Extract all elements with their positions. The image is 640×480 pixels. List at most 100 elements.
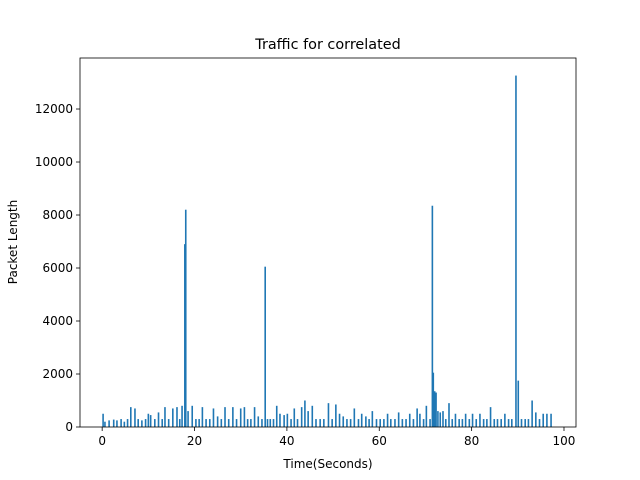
bar xyxy=(331,419,333,427)
bar xyxy=(235,419,238,427)
bar xyxy=(416,408,418,427)
bar xyxy=(130,407,132,427)
bar xyxy=(338,413,341,427)
bar xyxy=(264,266,266,427)
bar xyxy=(239,408,242,427)
bar xyxy=(293,408,296,427)
bar xyxy=(401,419,404,427)
bar xyxy=(286,413,289,427)
bar xyxy=(422,419,425,427)
bar xyxy=(216,416,219,427)
bar xyxy=(451,419,454,427)
bar xyxy=(208,419,211,427)
y-tick-label: 4000 xyxy=(42,314,73,328)
bar xyxy=(272,419,275,427)
bar xyxy=(489,407,492,427)
bar xyxy=(123,421,126,427)
bar xyxy=(538,419,541,427)
bar xyxy=(126,419,129,427)
bar xyxy=(479,413,481,427)
bar xyxy=(349,419,352,427)
bar xyxy=(232,407,234,427)
bar xyxy=(386,413,389,427)
bar xyxy=(444,419,447,427)
bar xyxy=(141,420,143,427)
x-tick-label: 60 xyxy=(372,434,387,448)
bar xyxy=(368,419,370,427)
bar xyxy=(307,411,309,427)
y-tick-label: 6000 xyxy=(42,261,73,275)
bar xyxy=(542,413,545,427)
bar xyxy=(365,416,367,427)
bar xyxy=(383,419,385,427)
bar xyxy=(535,412,537,427)
bar xyxy=(360,413,363,427)
bar xyxy=(435,392,437,427)
y-tick-label: 2000 xyxy=(42,367,73,381)
bar xyxy=(112,419,115,427)
bar xyxy=(205,419,207,427)
bar xyxy=(524,419,526,427)
bar xyxy=(246,419,249,427)
bar xyxy=(220,419,223,427)
bar xyxy=(448,403,450,427)
bar xyxy=(261,419,263,427)
bar xyxy=(212,408,215,427)
bar xyxy=(108,420,110,427)
bar xyxy=(408,413,411,427)
bar xyxy=(300,407,303,427)
bar xyxy=(323,419,325,427)
bar xyxy=(227,419,230,427)
bar xyxy=(486,419,488,427)
y-tick-label: 8000 xyxy=(42,208,73,222)
bar xyxy=(429,419,431,427)
bar xyxy=(371,411,374,427)
bar xyxy=(315,419,317,427)
bar xyxy=(517,380,520,427)
bar xyxy=(167,419,170,427)
bar xyxy=(144,419,147,427)
bar xyxy=(550,413,552,427)
bar xyxy=(531,400,533,427)
bar xyxy=(527,419,530,427)
bar xyxy=(195,419,197,427)
bar xyxy=(342,416,345,427)
chart-title: Traffic for correlated xyxy=(254,37,400,53)
bar xyxy=(134,408,136,427)
bar xyxy=(161,419,164,427)
bar xyxy=(412,419,415,427)
bar xyxy=(224,407,226,427)
bar xyxy=(311,405,314,427)
bar xyxy=(149,415,152,427)
bar xyxy=(507,419,510,427)
bar xyxy=(275,405,278,427)
bar xyxy=(296,419,299,427)
bar xyxy=(327,403,330,427)
x-tick-label: 0 xyxy=(98,434,106,448)
bar xyxy=(154,419,156,427)
bar xyxy=(304,400,306,427)
x-tick-label: 100 xyxy=(553,434,576,448)
bar xyxy=(178,419,181,427)
bar xyxy=(157,412,160,427)
bar xyxy=(464,413,467,427)
y-tick-label: 12000 xyxy=(35,102,73,116)
bar xyxy=(461,419,464,427)
bar xyxy=(442,411,444,427)
bar xyxy=(104,421,106,427)
bar xyxy=(319,419,321,427)
x-tick-label: 80 xyxy=(464,434,479,448)
x-tick-label: 20 xyxy=(187,434,202,448)
bar xyxy=(269,419,272,427)
bar xyxy=(102,413,104,427)
bar xyxy=(279,413,281,427)
bar xyxy=(120,419,122,427)
bar xyxy=(164,407,166,427)
bar xyxy=(176,407,178,427)
bar xyxy=(546,413,548,427)
bar xyxy=(475,419,478,427)
bar xyxy=(394,419,396,427)
bar xyxy=(250,419,252,427)
bar xyxy=(257,416,260,427)
